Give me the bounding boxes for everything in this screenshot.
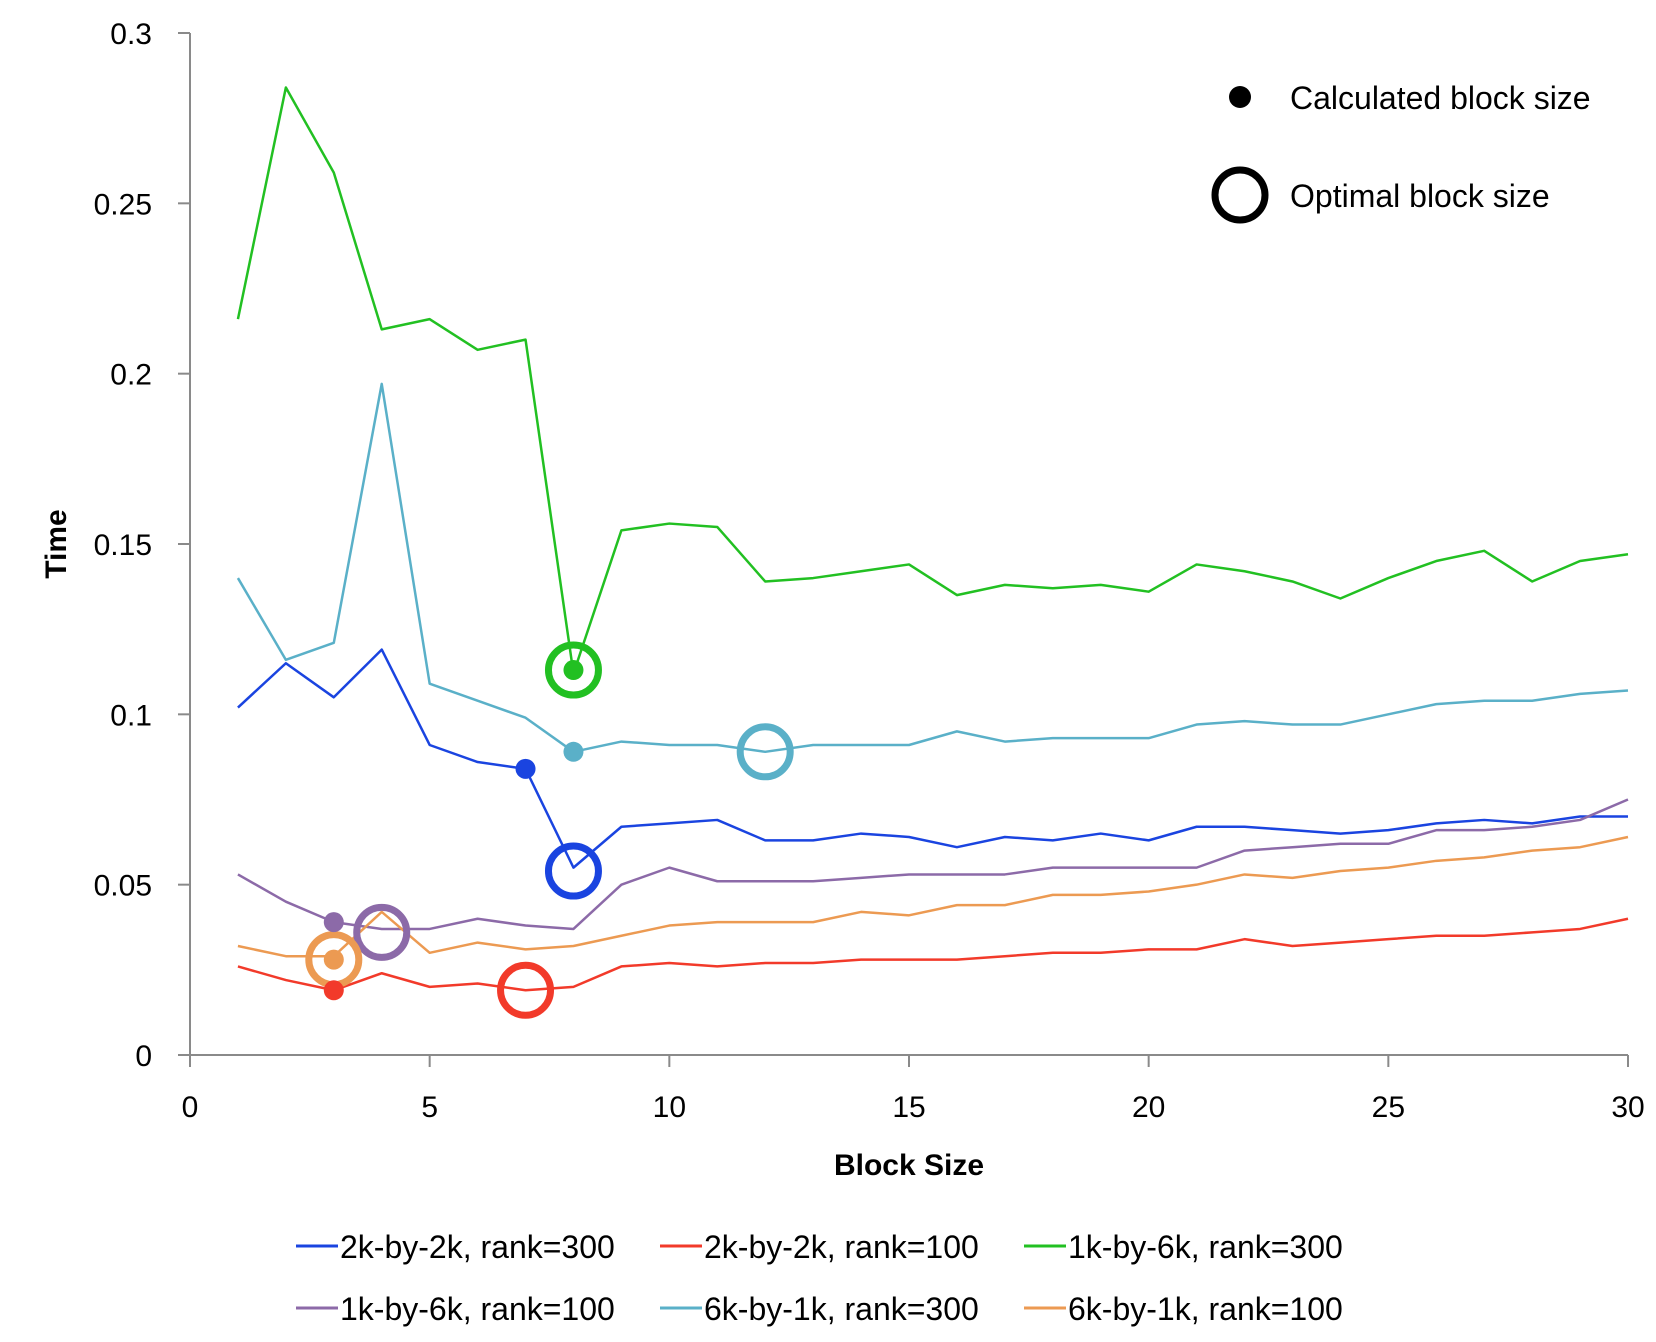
optimal-block-size-marker	[736, 723, 794, 781]
calculated-block-size-marker	[323, 949, 344, 970]
series-line	[237, 648, 1628, 869]
calculated-block-size-marker	[323, 980, 344, 1001]
optimal-block-size-marker	[544, 641, 602, 699]
x-tick-label: 0	[182, 1091, 199, 1124]
series-line	[237, 835, 1629, 958]
calculated-marker-legend-label: Calculated block size	[1290, 80, 1591, 116]
legend-label: 6k-by-1k, rank=300	[704, 1291, 979, 1327]
x-tick-label: 25	[1372, 1091, 1405, 1124]
y-tick-label: 0.05	[94, 870, 152, 903]
legend-label: 2k-by-2k, rank=100	[704, 1229, 979, 1265]
legend-label: 2k-by-2k, rank=300	[340, 1229, 615, 1265]
y-axis-title: Time	[40, 509, 73, 578]
y-tick-label: 0.25	[94, 188, 152, 221]
x-axis-title: Block Size	[834, 1149, 984, 1182]
x-tick-label: 15	[892, 1091, 925, 1124]
series-line	[236, 382, 1629, 754]
calculated-marker-legend-icon	[1229, 86, 1251, 108]
legend-label: 1k-by-6k, rank=300	[1068, 1229, 1343, 1265]
optimal-block-size-marker	[544, 842, 602, 900]
y-tick-label: 0.1	[110, 699, 152, 732]
series-line	[236, 86, 1629, 675]
block-size-markers	[305, 641, 794, 1019]
calculated-block-size-marker	[563, 660, 584, 681]
series-line	[237, 917, 1629, 992]
marker-legend: Calculated block size Optimal block size	[1211, 80, 1591, 224]
y-tick-label: 0.15	[94, 529, 152, 562]
series-line	[237, 798, 1629, 931]
y-tick-label: 0.2	[110, 359, 152, 392]
legend-label: 1k-by-6k, rank=100	[340, 1291, 615, 1327]
legend-label: 6k-by-1k, rank=100	[1068, 1291, 1343, 1327]
optimal-block-size-marker	[497, 961, 555, 1019]
series-legend: 2k-by-2k, rank=300 2k-by-2k, rank=100 1k-b…	[296, 1229, 1343, 1327]
calculated-block-size-marker	[515, 758, 536, 779]
optimal-block-size-marker	[353, 903, 411, 961]
y-tick-label: 0	[135, 1040, 152, 1073]
optimal-marker-legend-label: Optimal block size	[1290, 178, 1550, 214]
y-ticks: 0 0.05 0.1 0.15 0.2 0.25 0.3	[94, 18, 190, 1073]
y-tick-label: 0.3	[110, 18, 152, 51]
x-ticks: 0 5 10 15 20 25 30	[182, 1055, 1645, 1124]
calculated-block-size-marker	[323, 912, 344, 933]
x-tick-label: 20	[1132, 1091, 1165, 1124]
x-tick-label: 30	[1611, 1091, 1644, 1124]
series-lines	[236, 86, 1629, 992]
x-tick-label: 5	[421, 1091, 438, 1124]
calculated-block-size-marker	[563, 741, 584, 762]
optimal-marker-legend-icon	[1211, 166, 1269, 224]
x-tick-label: 10	[653, 1091, 686, 1124]
